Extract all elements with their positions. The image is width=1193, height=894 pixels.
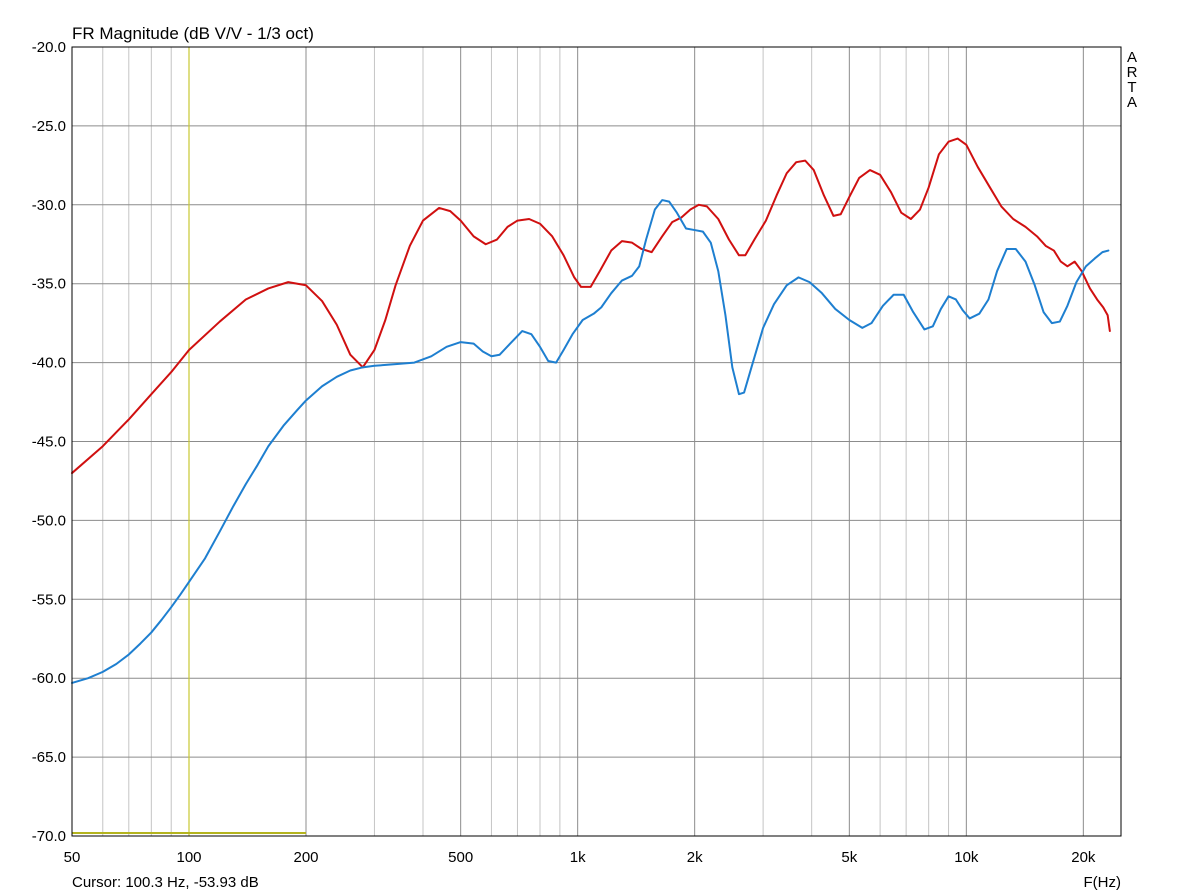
x-tick-label: 10k [954,849,979,866]
plot-border [71,46,1122,837]
x-tick-label: 5k [841,849,857,866]
series-line-blue [71,199,1110,684]
x-tick-label: 500 [448,849,473,866]
y-tick-label: -65.0 [32,749,66,766]
x-tick-label: 2k [687,849,703,866]
y-tick-label: -25.0 [32,118,66,135]
y-tick-label: -55.0 [32,591,66,608]
y-tick-label: -60.0 [32,670,66,687]
y-tick-label: -20.0 [32,39,66,56]
x-tick-label: 20k [1071,849,1096,866]
y-tick-label: -45.0 [32,434,66,451]
brand-letter: T [1127,79,1136,96]
cursor-readout: Cursor: 100.3 Hz, -53.93 dB [72,874,259,891]
brand-letter: A [1127,49,1137,66]
x-axis: 50 100 200 500 1k 2k 5k 10k 20k [64,849,1096,866]
x-tick-label: 100 [176,849,201,866]
chart-title: FR Magnitude (dB V/V - 1/3 oct) [72,24,314,43]
y-tick-label: -40.0 [32,355,66,372]
y-tick-label: -30.0 [32,197,66,214]
brand-letter: A [1127,94,1137,111]
x-tick-label: 200 [293,849,318,866]
y-tick-label: -50.0 [32,512,66,529]
cursor [72,47,307,836]
x-tick-label: 1k [570,849,586,866]
brand-letter: R [1127,64,1138,81]
x-tick-label: 50 [64,849,81,866]
y-tick-label: -35.0 [32,276,66,293]
y-tick-label: -70.0 [32,828,66,845]
series-layer [71,137,1111,684]
x-axis-label: F(Hz) [1084,874,1122,891]
series-line-red [71,137,1111,475]
y-axis: -20.0 -25.0 -30.0 -35.0 -40.0 -45.0 -50.0 -55.0… [32,39,66,845]
